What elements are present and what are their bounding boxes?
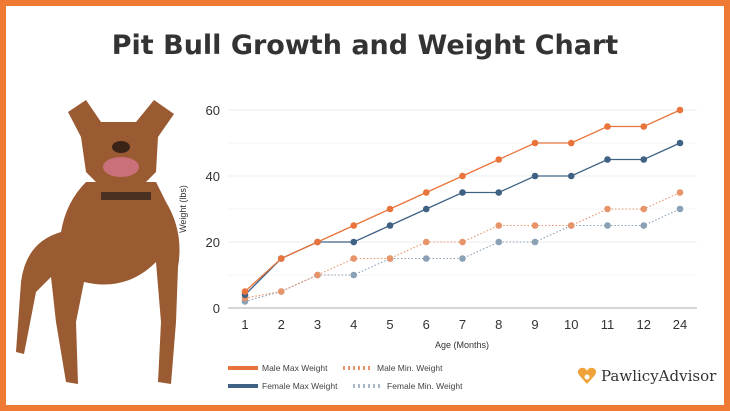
data-point bbox=[459, 189, 466, 196]
x-tick-label: 1 bbox=[241, 317, 248, 332]
series-line bbox=[244, 109, 681, 292]
data-point bbox=[676, 205, 684, 213]
legend-label: Male Max Weight bbox=[262, 363, 328, 373]
x-tick-label: 7 bbox=[459, 317, 466, 332]
x-tick-label: 2 bbox=[278, 317, 285, 332]
legend-swatch bbox=[353, 384, 383, 388]
data-point bbox=[531, 139, 539, 147]
data-point bbox=[422, 238, 430, 246]
x-tick-label: 12 bbox=[637, 317, 651, 332]
series-line bbox=[244, 142, 681, 296]
brand-name: PawlicyAdvisor bbox=[601, 367, 717, 385]
data-point bbox=[567, 222, 575, 229]
y-tick-label: 40 bbox=[206, 169, 220, 184]
data-point bbox=[640, 222, 648, 229]
x-tick-label: 4 bbox=[350, 317, 357, 332]
y-axis-label: Weight (lbs) bbox=[178, 185, 188, 233]
legend-label: Female Min. Weight bbox=[387, 381, 463, 391]
legend-female-min: Female Min. Weight bbox=[353, 381, 462, 391]
data-point bbox=[459, 255, 466, 262]
y-tick-label: 20 bbox=[206, 235, 220, 250]
data-point bbox=[676, 106, 684, 114]
x-tick-label: 9 bbox=[531, 317, 538, 332]
data-point bbox=[422, 205, 430, 213]
data-point bbox=[531, 222, 539, 229]
data-point bbox=[350, 238, 358, 246]
data-point bbox=[640, 123, 648, 130]
data-point bbox=[495, 238, 503, 246]
paw-heart-icon bbox=[577, 367, 597, 384]
data-point bbox=[241, 288, 249, 295]
brand-logo: PawlicyAdvisor bbox=[577, 367, 716, 385]
data-point bbox=[604, 205, 611, 213]
data-point bbox=[350, 222, 358, 229]
x-axis-label: Age (Months) bbox=[435, 340, 489, 350]
data-point bbox=[459, 172, 466, 180]
data-point bbox=[459, 238, 466, 246]
legend-male-min: Male Min. Weight bbox=[343, 363, 443, 373]
legend-swatch bbox=[228, 384, 258, 388]
x-tick-label: 11 bbox=[601, 317, 615, 332]
x-tick-label: 10 bbox=[564, 317, 578, 332]
data-point bbox=[386, 255, 394, 262]
data-point bbox=[277, 255, 285, 262]
x-tick-label: 3 bbox=[314, 317, 321, 332]
data-point bbox=[422, 255, 430, 262]
legend-female-max: Female Max Weight bbox=[228, 381, 337, 391]
data-point bbox=[386, 205, 394, 213]
data-point bbox=[604, 222, 611, 229]
data-point bbox=[676, 139, 684, 147]
legend-label: Male Min. Weight bbox=[377, 363, 443, 373]
series-line bbox=[244, 208, 681, 302]
x-tick-label: 5 bbox=[386, 317, 393, 332]
legend-male-max: Male Max Weight bbox=[228, 363, 328, 373]
x-tick-label: 6 bbox=[423, 317, 430, 332]
data-point bbox=[350, 255, 358, 262]
chart-title: Pit Bull Growth and Weight Chart bbox=[111, 30, 619, 61]
data-point bbox=[314, 238, 321, 246]
legend-label: Female Max Weight bbox=[262, 381, 338, 391]
dog-photo bbox=[16, 100, 180, 384]
data-point bbox=[495, 156, 503, 163]
x-tick-label: 8 bbox=[495, 317, 502, 332]
x-tick-label: 24 bbox=[673, 317, 687, 332]
legend-swatch bbox=[228, 366, 258, 370]
data-point bbox=[640, 156, 648, 163]
data-point bbox=[676, 189, 684, 196]
data-point bbox=[277, 288, 285, 295]
data-point bbox=[386, 222, 394, 229]
data-point bbox=[531, 238, 539, 246]
data-point bbox=[422, 189, 430, 196]
data-point bbox=[314, 271, 321, 279]
data-point bbox=[640, 205, 648, 213]
data-point bbox=[567, 139, 575, 147]
y-tick-label: 0 bbox=[213, 301, 220, 316]
data-point bbox=[567, 172, 575, 180]
data-point bbox=[531, 172, 539, 180]
data-point bbox=[604, 123, 611, 130]
legend-swatch bbox=[343, 366, 373, 370]
y-tick-label: 60 bbox=[206, 103, 220, 118]
data-point bbox=[495, 222, 503, 229]
data-point bbox=[495, 189, 503, 196]
data-point bbox=[604, 156, 611, 163]
data-point bbox=[350, 271, 358, 279]
